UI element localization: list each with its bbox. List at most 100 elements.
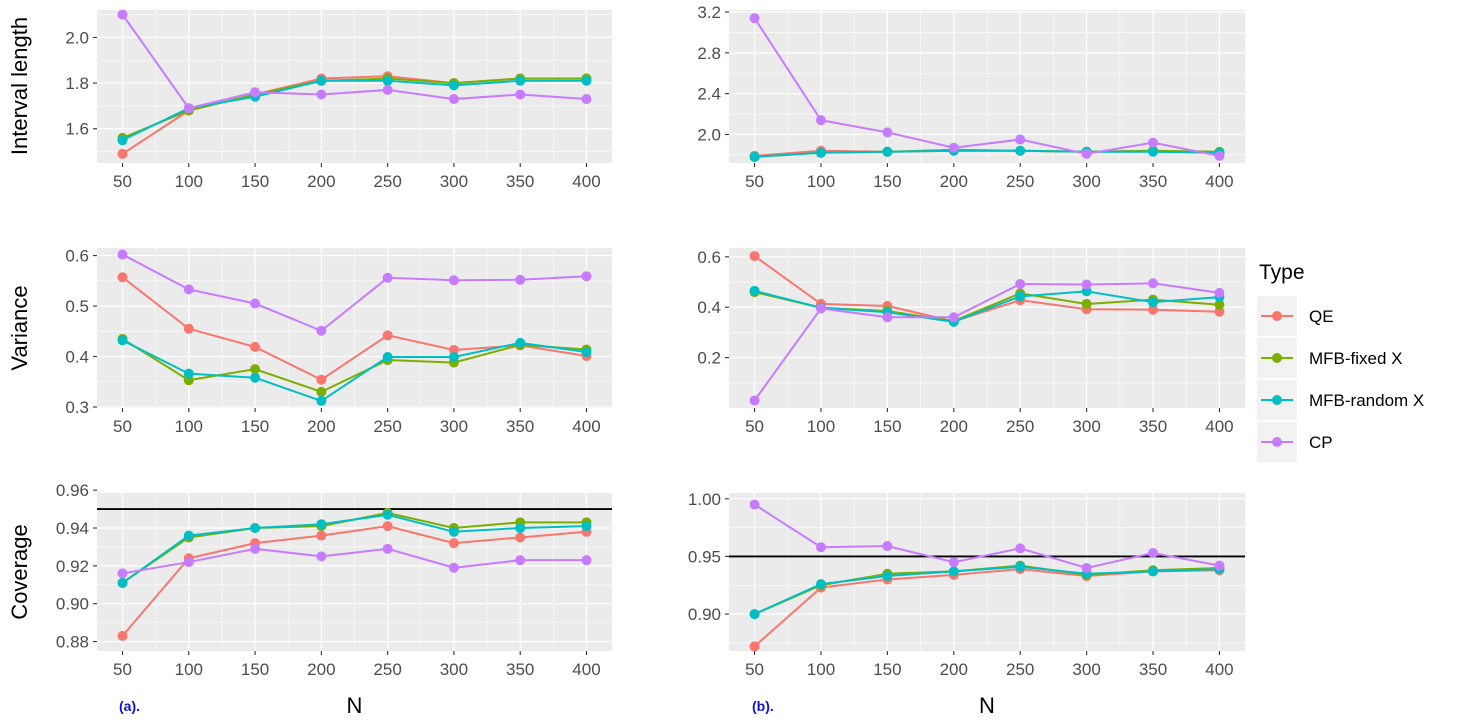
data-point bbox=[581, 555, 592, 566]
data-point bbox=[448, 352, 459, 363]
series-line bbox=[122, 253, 587, 332]
x-tick-label: 200 bbox=[307, 172, 335, 191]
data-point bbox=[250, 372, 261, 383]
legend-label: QE bbox=[1309, 307, 1334, 326]
x-tick-label: 100 bbox=[175, 660, 203, 679]
data-point bbox=[316, 374, 327, 385]
x-tick-label: 250 bbox=[1006, 660, 1034, 679]
series-line bbox=[754, 503, 1220, 569]
y-tick-label: 1.8 bbox=[65, 74, 89, 93]
data-point bbox=[815, 303, 826, 314]
data-point bbox=[316, 551, 327, 562]
data-point bbox=[581, 94, 592, 105]
data-point bbox=[448, 94, 459, 105]
data-point bbox=[749, 13, 760, 24]
data-point bbox=[448, 80, 459, 91]
data-point bbox=[882, 541, 893, 552]
series-line bbox=[121, 13, 587, 110]
data-point bbox=[515, 337, 526, 348]
y-tick-label: 3.2 bbox=[697, 3, 721, 22]
panel-b-3: 50 100 150 200 250 300 350 400 0.90 0.95 1.00 N bbox=[688, 490, 1245, 718]
x-tick-label: 400 bbox=[572, 660, 600, 679]
x-tick-label: 200 bbox=[940, 660, 968, 679]
y-tick-label: 1.00 bbox=[688, 490, 721, 509]
data-point bbox=[882, 571, 893, 582]
legend-item: MFB-fixed X bbox=[1257, 338, 1403, 378]
x-tick-label: 400 bbox=[1205, 417, 1233, 436]
data-point bbox=[882, 312, 893, 323]
legend: Type QE MFB-fixed X MFB-random X CP bbox=[1257, 261, 1424, 462]
data-point bbox=[316, 325, 327, 336]
data-point bbox=[1081, 148, 1092, 159]
y-tick-label: 2.8 bbox=[697, 44, 721, 63]
x-tick-label: 50 bbox=[745, 172, 764, 191]
data-point bbox=[382, 543, 393, 554]
x-tick-label: 150 bbox=[241, 172, 269, 191]
x-tick-label: 400 bbox=[572, 417, 600, 436]
data-point bbox=[515, 274, 526, 285]
series-line bbox=[753, 282, 1220, 402]
x-axis-label: N bbox=[347, 693, 363, 718]
legend-label: MFB-fixed X bbox=[1309, 349, 1403, 368]
series-line bbox=[121, 338, 587, 393]
y-axis-label: Variance bbox=[7, 285, 32, 370]
data-point bbox=[250, 523, 261, 534]
x-tick-label: 250 bbox=[1006, 417, 1034, 436]
data-point bbox=[117, 577, 128, 588]
y-tick-label: 2.0 bbox=[65, 28, 89, 47]
x-tick-label: 50 bbox=[113, 417, 132, 436]
legend-label: CP bbox=[1309, 433, 1333, 452]
legend-item: QE bbox=[1257, 296, 1334, 336]
x-axis-label: N bbox=[979, 693, 995, 718]
panels-group: 50 100 150 200 250 300 350 400 1.6 1.8 2.0 Interval… bbox=[7, 3, 1245, 718]
x-tick-label: 350 bbox=[506, 660, 534, 679]
x-tick-label: 300 bbox=[440, 172, 468, 191]
y-tick-label: 0.88 bbox=[56, 633, 89, 652]
data-point bbox=[382, 330, 393, 341]
data-point bbox=[1148, 547, 1159, 558]
x-tick-label: 300 bbox=[1072, 660, 1100, 679]
x-tick-label: 300 bbox=[1072, 172, 1100, 191]
x-tick-label: 350 bbox=[1139, 172, 1167, 191]
y-tick-label: 0.92 bbox=[56, 557, 89, 576]
data-point bbox=[316, 89, 327, 100]
data-point bbox=[1015, 561, 1026, 572]
x-tick-label: 200 bbox=[307, 417, 335, 436]
series-line bbox=[122, 339, 587, 403]
data-point bbox=[316, 386, 327, 397]
data-point bbox=[948, 566, 959, 577]
data-point bbox=[382, 272, 393, 283]
data-point bbox=[749, 151, 760, 162]
data-point bbox=[117, 335, 128, 346]
series-line bbox=[121, 525, 587, 637]
y-axis-label: Coverage bbox=[7, 524, 32, 619]
panel-b-2: 50 100 150 200 250 300 350 400 0.2 0.4 0.6 bbox=[697, 248, 1245, 436]
data-point bbox=[581, 75, 592, 86]
x-tick-label: 400 bbox=[1205, 172, 1233, 191]
data-point bbox=[448, 538, 459, 549]
panel-a-2: 50 100 150 200 250 300 350 400 0.3 0.4 0.5 0.6 Varia… bbox=[7, 247, 612, 436]
x-tick-label: 100 bbox=[175, 172, 203, 191]
x-tick-label: 50 bbox=[745, 660, 764, 679]
data-point bbox=[948, 557, 959, 568]
data-point bbox=[1148, 146, 1159, 157]
legend-keys: QE MFB-fixed X MFB-random X CP bbox=[1257, 296, 1424, 462]
data-point bbox=[1148, 304, 1159, 315]
data-point bbox=[250, 87, 261, 98]
data-point bbox=[1081, 298, 1092, 309]
x-tick-label: 150 bbox=[873, 660, 901, 679]
x-tick-label: 400 bbox=[1205, 660, 1233, 679]
data-point bbox=[515, 555, 526, 566]
x-tick-label: 200 bbox=[940, 417, 968, 436]
data-point bbox=[749, 285, 760, 296]
data-point bbox=[1148, 137, 1159, 148]
data-point bbox=[183, 530, 194, 541]
data-point bbox=[382, 84, 393, 95]
data-point bbox=[882, 127, 893, 138]
legend-title: Type bbox=[1259, 261, 1305, 284]
data-point bbox=[117, 148, 128, 159]
data-point bbox=[117, 9, 128, 20]
data-point bbox=[515, 89, 526, 100]
y-tick-label: 0.6 bbox=[65, 247, 89, 266]
x-tick-label: 250 bbox=[373, 417, 401, 436]
